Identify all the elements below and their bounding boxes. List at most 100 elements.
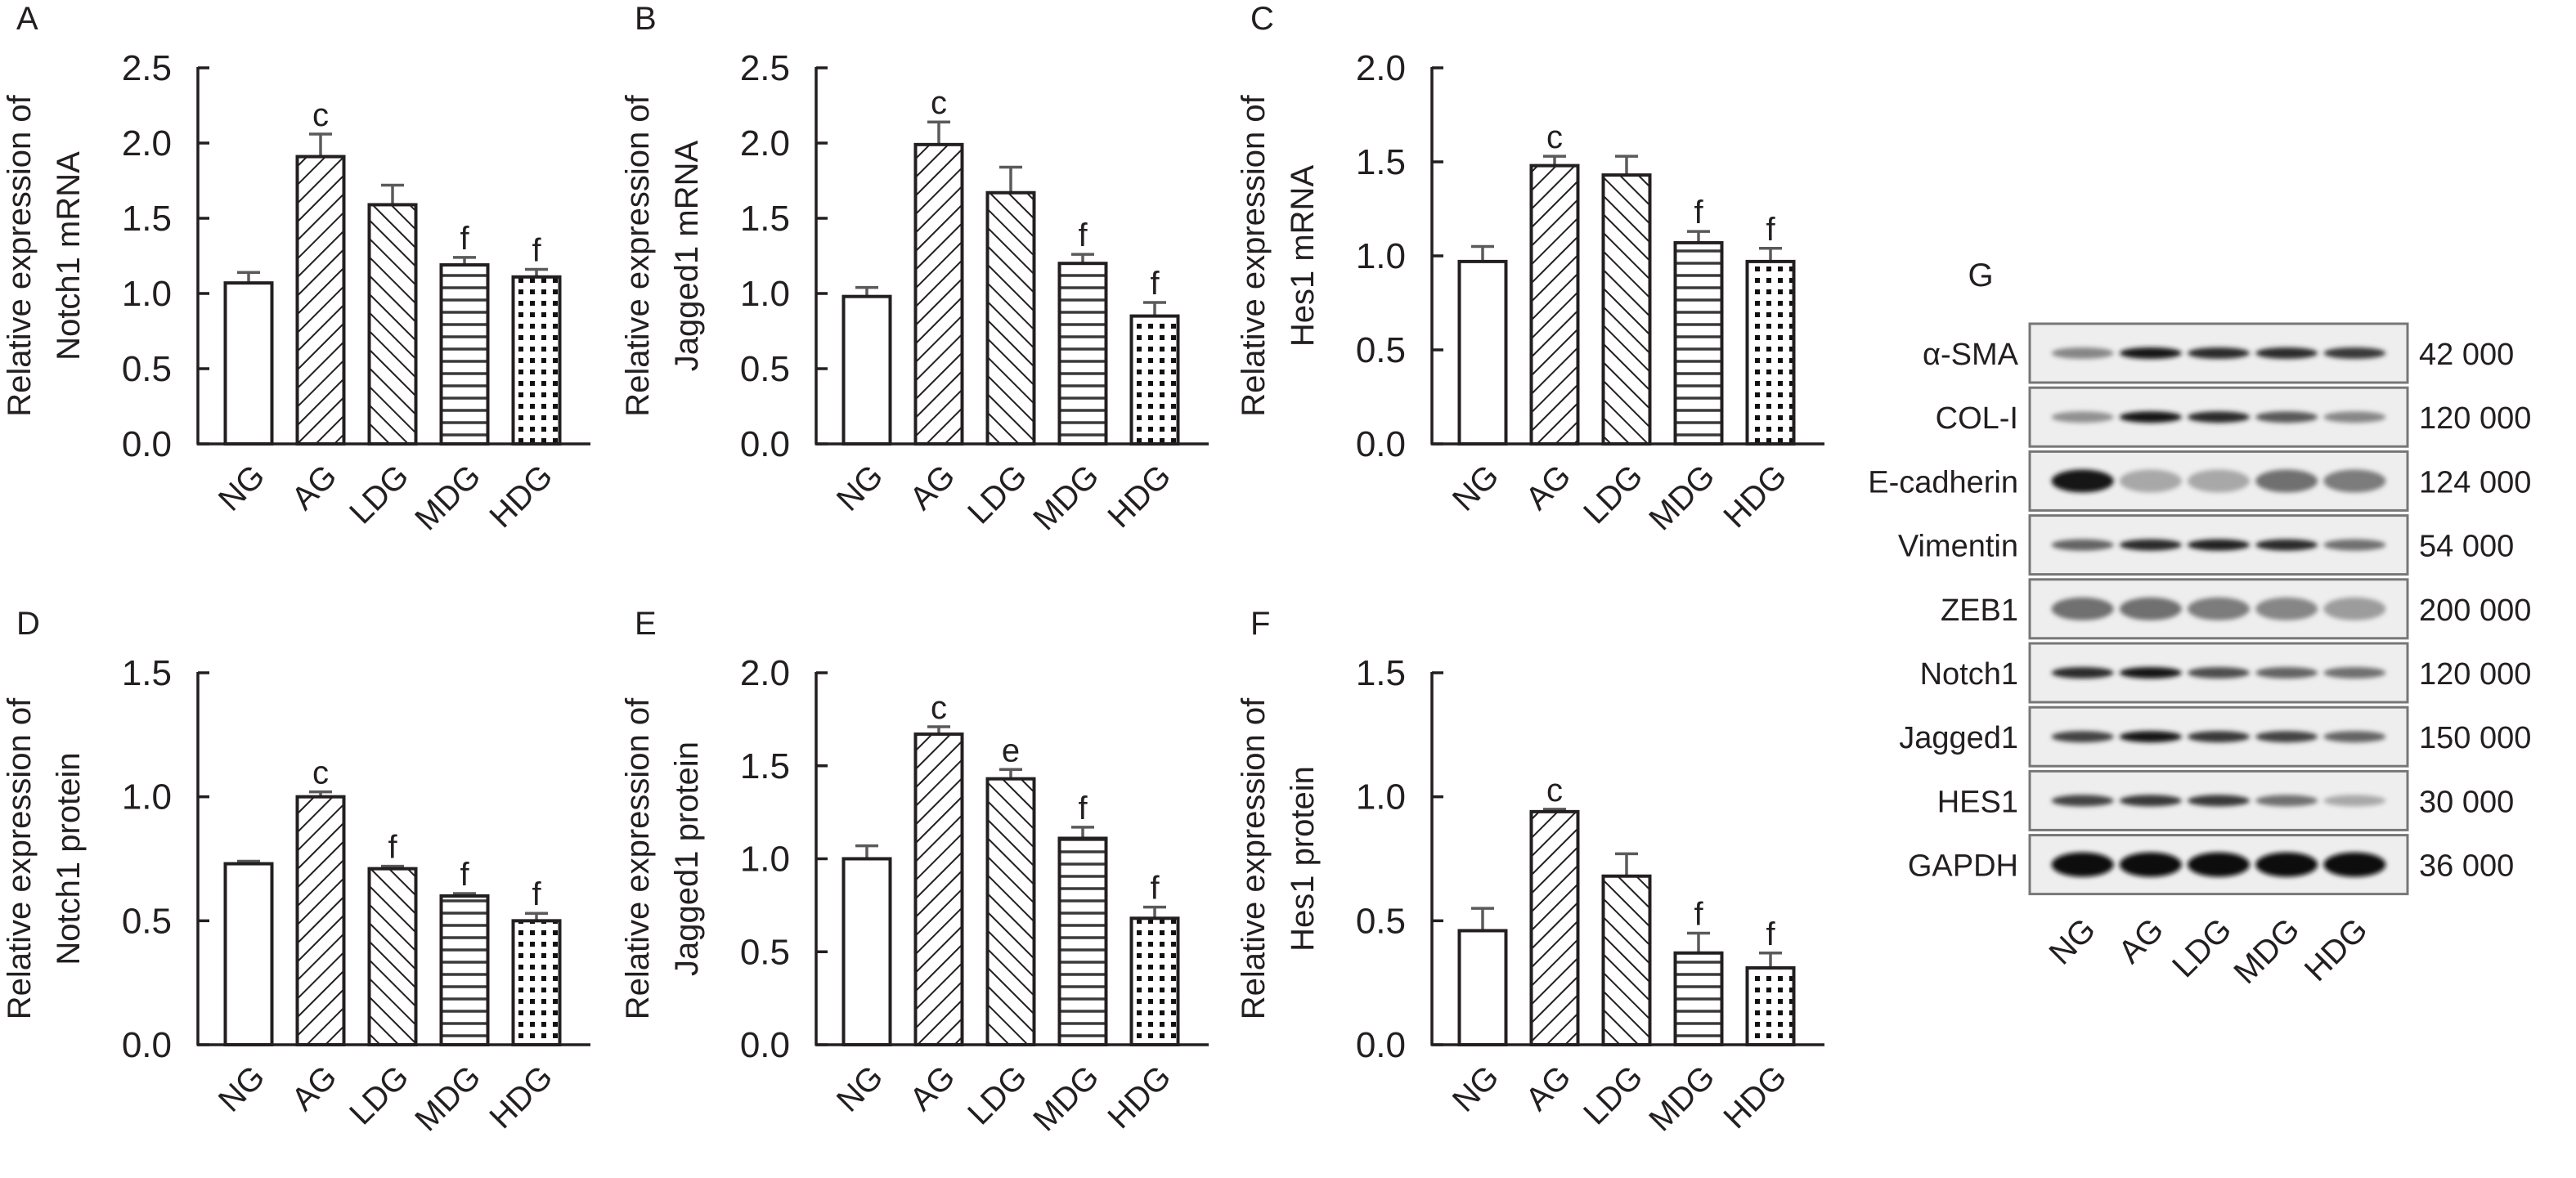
bar-rect-hdg (1745, 965, 1796, 1047)
y-tick-label: 0.0 (122, 1025, 172, 1065)
blot-lane-label-mdg: MDG (2227, 911, 2306, 991)
y-tick-label: 1.5 (122, 653, 172, 693)
blot-band-hdg (2323, 667, 2386, 679)
bar-rect-mdg (1057, 836, 1108, 1046)
bar-rect-ldg (367, 203, 418, 446)
blot-band-hdg (2323, 411, 2386, 423)
bar-rect-hdg (511, 919, 562, 1047)
bar-ng: NG (830, 844, 892, 1119)
significance-label-mdg: f (1078, 217, 1088, 253)
x-tick-label-ng: NG (1446, 458, 1506, 518)
blot-band-mdg (2255, 795, 2318, 807)
significance-label-mdg: f (460, 857, 469, 893)
bar-ag: c AG (903, 85, 964, 517)
bar-ag: c AG (285, 97, 346, 517)
bar-mdg: f MDG (1026, 217, 1108, 537)
x-tick-label-hdg: HDG (482, 1059, 559, 1135)
bar-hdg: f HDG (1717, 916, 1796, 1135)
significance-label-hdg: f (532, 876, 541, 912)
x-tick-label-ng: NG (212, 1059, 272, 1119)
chart-panel-b: B Relative expression of Jagged1 mRNA 0.0 0.… (620, 1, 1209, 537)
blot-band-hdg (2323, 539, 2386, 551)
x-tick-label-ng: NG (212, 458, 272, 518)
panel-letter-c: C (1250, 1, 1274, 37)
significance-label-mdg: f (1694, 195, 1703, 231)
x-tick-label-mdg: MDG (1642, 458, 1721, 537)
bar-hdg: f HDG (1717, 212, 1796, 535)
western-blot-panel: G α-SMA 42 000 COL-I 120 000 E-cadherin 124 0… (1868, 258, 2531, 991)
bar-ldg: LDG (343, 183, 418, 531)
bar-rect-hdg (1129, 314, 1180, 446)
blot-band-mdg (2255, 539, 2318, 551)
blot-protein-label: COL-I (1936, 401, 2018, 436)
x-tick-label-ag: AG (903, 458, 962, 517)
y-axis-title-line-1: Relative expression of (1236, 94, 1272, 416)
blot-row-zeb1: ZEB1 200 000 (1941, 578, 2531, 640)
blot-protein-label: Notch1 (1920, 657, 2018, 692)
blot-band-ng (2051, 795, 2114, 807)
bar-rect-ng (841, 857, 892, 1046)
x-tick-label-ag: AG (285, 1059, 343, 1118)
y-tick-label: 1.5 (1356, 653, 1406, 693)
blot-protein-label: Jagged1 (1899, 721, 2018, 755)
x-tick-label-mdg: MDG (408, 1059, 487, 1138)
bar-ag: c AG (1519, 119, 1580, 517)
bar-ag: c AG (903, 690, 964, 1118)
significance-label-mdg: f (460, 221, 469, 257)
x-tick-label-hdg: HDG (1101, 1059, 1178, 1135)
bar-rect-ng (1457, 259, 1508, 446)
blot-protein-label: ZEB1 (1941, 593, 2018, 628)
blot-band-ag (2119, 347, 2182, 359)
bar-ldg: e LDG (961, 732, 1036, 1132)
blot-lane-label-ldg: LDG (2165, 911, 2238, 984)
significance-label-ag: c (931, 690, 947, 726)
blot-band-ng (2051, 852, 2114, 877)
blot-protein-label: E-cadherin (1868, 465, 2018, 499)
x-tick-label-ldg: LDG (343, 1059, 415, 1131)
significance-label-hdg: f (1150, 266, 1160, 302)
x-tick-label-ldg: LDG (1577, 458, 1649, 531)
blot-row-vimentin: Vimentin 54 000 (1898, 514, 2514, 576)
significance-label-hdg: f (1150, 871, 1160, 907)
y-axis-title-line-2: Notch1 mRNA (51, 151, 87, 361)
bar-ng: NG (212, 859, 274, 1119)
x-tick-label-ldg: LDG (961, 1059, 1034, 1131)
blot-row-jagged1: Jagged1 150 000 (1899, 705, 2531, 768)
significance-label-hdg: f (532, 233, 541, 269)
blot-molecular-weight: 150 000 (2419, 721, 2531, 755)
bar-hdg: f HDG (482, 233, 562, 535)
bar-ag: c AG (1519, 773, 1580, 1118)
y-axis-title-line-2: Notch1 protein (51, 752, 87, 965)
bar-rect-mdg (439, 263, 490, 446)
blot-band-ag (2119, 795, 2182, 807)
bar-ng: NG (830, 285, 892, 518)
y-axis-title-line-1: Relative expression of (2, 94, 38, 416)
blot-lane-label-ng: NG (2043, 911, 2103, 972)
chart-panel-c: C Relative expression of Hes1 mRNA 0.0 0.5 1.… (1236, 1, 1824, 537)
blot-band-ldg (2188, 347, 2250, 359)
bar-hdg: f HDG (1101, 266, 1180, 535)
blot-molecular-weight: 30 000 (2419, 785, 2514, 819)
significance-label-mdg: f (1078, 791, 1088, 826)
x-tick-label-ng: NG (830, 458, 891, 518)
bar-rect-mdg (439, 894, 490, 1046)
significance-label-hdg: f (1766, 916, 1775, 952)
y-tick-label: 2.0 (740, 653, 790, 693)
blot-band-mdg (2255, 411, 2318, 423)
blot-band-ag (2119, 667, 2182, 679)
bar-mdg: f MDG (1642, 195, 1724, 537)
bar-mdg: f MDG (1642, 897, 1724, 1138)
blot-molecular-weight: 124 000 (2419, 465, 2531, 499)
chart-panel-e: E Relative expression of Jagged1 protein 0.… (620, 606, 1209, 1138)
bar-mdg: f MDG (408, 221, 490, 537)
y-tick-label: 0.5 (122, 901, 172, 941)
bar-rect-ng (223, 281, 274, 446)
blot-protein-label: GAPDH (1908, 849, 2018, 884)
x-tick-label-ng: NG (1446, 1059, 1506, 1119)
y-axis-title-line-1: Relative expression of (2, 697, 38, 1019)
blot-protein-label: α-SMA (1923, 338, 2019, 372)
bar-rect-ag (913, 142, 964, 446)
y-tick-label: 2.0 (1356, 48, 1406, 88)
y-axis-title-line-1: Relative expression of (620, 94, 656, 416)
blot-band-hdg (2323, 597, 2386, 620)
